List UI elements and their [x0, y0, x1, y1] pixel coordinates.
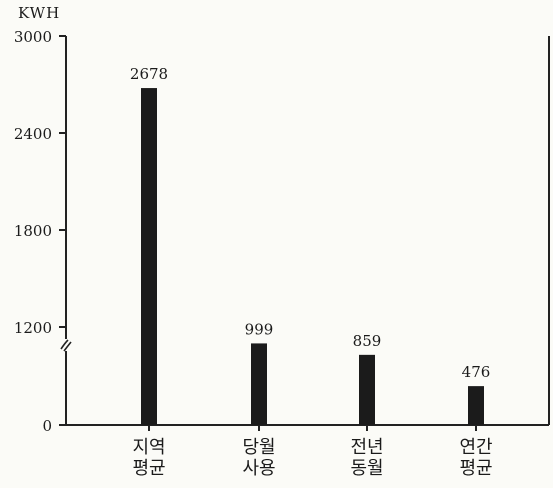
x-tick-label: 당월 [242, 437, 275, 458]
x-tick-label: 전년 [350, 437, 383, 458]
x-tick-label: 동월 [350, 458, 383, 479]
y-tick-label: 1800 [14, 222, 52, 240]
axis-break-stroke [60, 339, 69, 350]
bar [251, 343, 267, 425]
y-tick-label: 3000 [14, 28, 52, 46]
bars [141, 88, 484, 425]
bar [468, 386, 484, 425]
y-axis-ticks: 0 1200 1800 2400 3000 [14, 28, 66, 435]
x-tick-label: 평균 [132, 458, 165, 479]
bar [359, 354, 375, 425]
data-label: 2678 [130, 65, 168, 83]
y-tick-label: 2400 [14, 125, 52, 143]
axis-break-mark [60, 339, 72, 352]
x-tick-label: 평균 [459, 458, 492, 479]
data-labels: 2678 999 859 476 [130, 65, 490, 381]
x-tick-label: 지역 [132, 437, 165, 458]
axis-break-stroke [63, 341, 72, 352]
y-tick-label: 0 [42, 417, 52, 435]
data-label: 476 [462, 363, 491, 381]
x-tick-label: 연간 [459, 437, 492, 458]
bar [141, 88, 157, 425]
data-label: 859 [353, 332, 382, 350]
x-tick-label: 사용 [242, 458, 275, 479]
y-tick-label: 1200 [14, 319, 52, 337]
axis-break-gap [62, 339, 70, 351]
y-axis-unit-label: KWH [18, 4, 60, 22]
data-label: 999 [245, 320, 274, 338]
